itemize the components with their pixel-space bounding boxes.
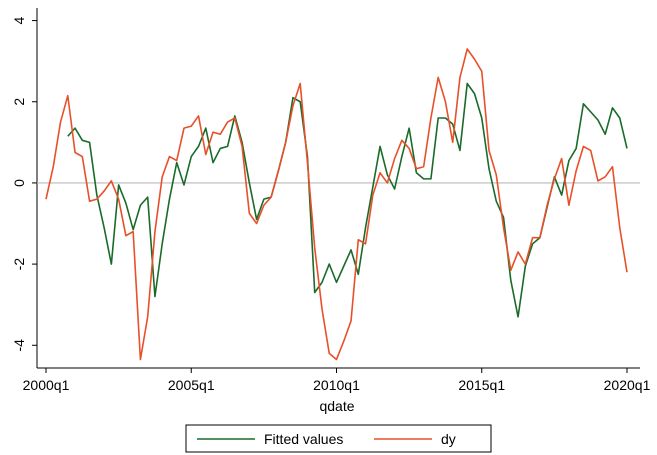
x-axis-title: qdate bbox=[319, 398, 354, 414]
x-tick-label: 2020q1 bbox=[604, 377, 651, 393]
series-line bbox=[45, 48, 628, 361]
series-line bbox=[67, 82, 628, 318]
legend-label: dy bbox=[441, 431, 456, 447]
y-tick-label: 4 bbox=[11, 16, 27, 24]
y-tick-label: 2 bbox=[11, 98, 27, 106]
y-tick-label: 0 bbox=[11, 179, 27, 187]
x-tick-label: 2015q1 bbox=[458, 377, 505, 393]
x-tick-label: 2000q1 bbox=[23, 377, 70, 393]
x-tick-label: 2005q1 bbox=[168, 377, 215, 393]
y-tick-label: -2 bbox=[11, 258, 27, 271]
x-tick-label: 2010q1 bbox=[313, 377, 360, 393]
legend-label: Fitted values bbox=[264, 431, 343, 447]
y-tick-label: -4 bbox=[11, 339, 27, 352]
